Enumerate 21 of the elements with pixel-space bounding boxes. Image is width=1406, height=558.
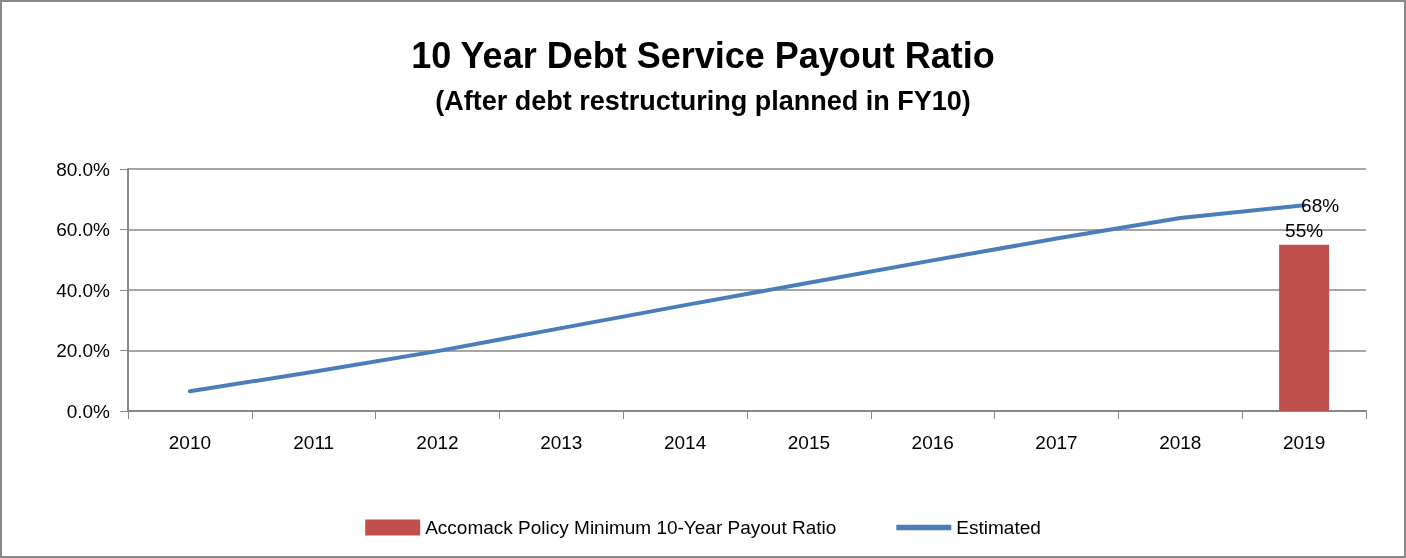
x-tick-label: 2018	[1159, 432, 1202, 453]
x-tick-label: 2012	[416, 432, 459, 453]
x-tick-label: 2019	[1282, 432, 1326, 453]
x-tick-label: 2011	[293, 432, 335, 453]
x-tick-label: 2017	[1035, 432, 1078, 453]
data-label: 55%	[1285, 219, 1324, 241]
x-tick-label: 2016	[911, 432, 954, 453]
x-tick-label: 2015	[787, 432, 831, 453]
y-tick-label: 80.0%	[56, 158, 111, 180]
chart-subtitle: (After debt restructuring planned in FY10)	[435, 85, 971, 116]
chart-title: 10 Year Debt Service Payout Ratio	[411, 34, 995, 76]
x-tick-label: 2014	[663, 432, 707, 453]
y-tick-label: 60.0%	[56, 219, 111, 240]
y-tick-label: 20.0%	[56, 340, 111, 361]
x-tick-label: 2010	[168, 432, 212, 453]
data-label: 68%	[1301, 194, 1340, 216]
y-tick-label: 0.0%	[66, 400, 111, 422]
legend-label: Estimated	[956, 517, 1041, 538]
x-tick-label: 2013	[540, 432, 583, 453]
legend-label: Accomack Policy Minimum 10-Year Payout Ratio	[425, 517, 837, 538]
y-tick-label: 40.0%	[56, 279, 111, 301]
